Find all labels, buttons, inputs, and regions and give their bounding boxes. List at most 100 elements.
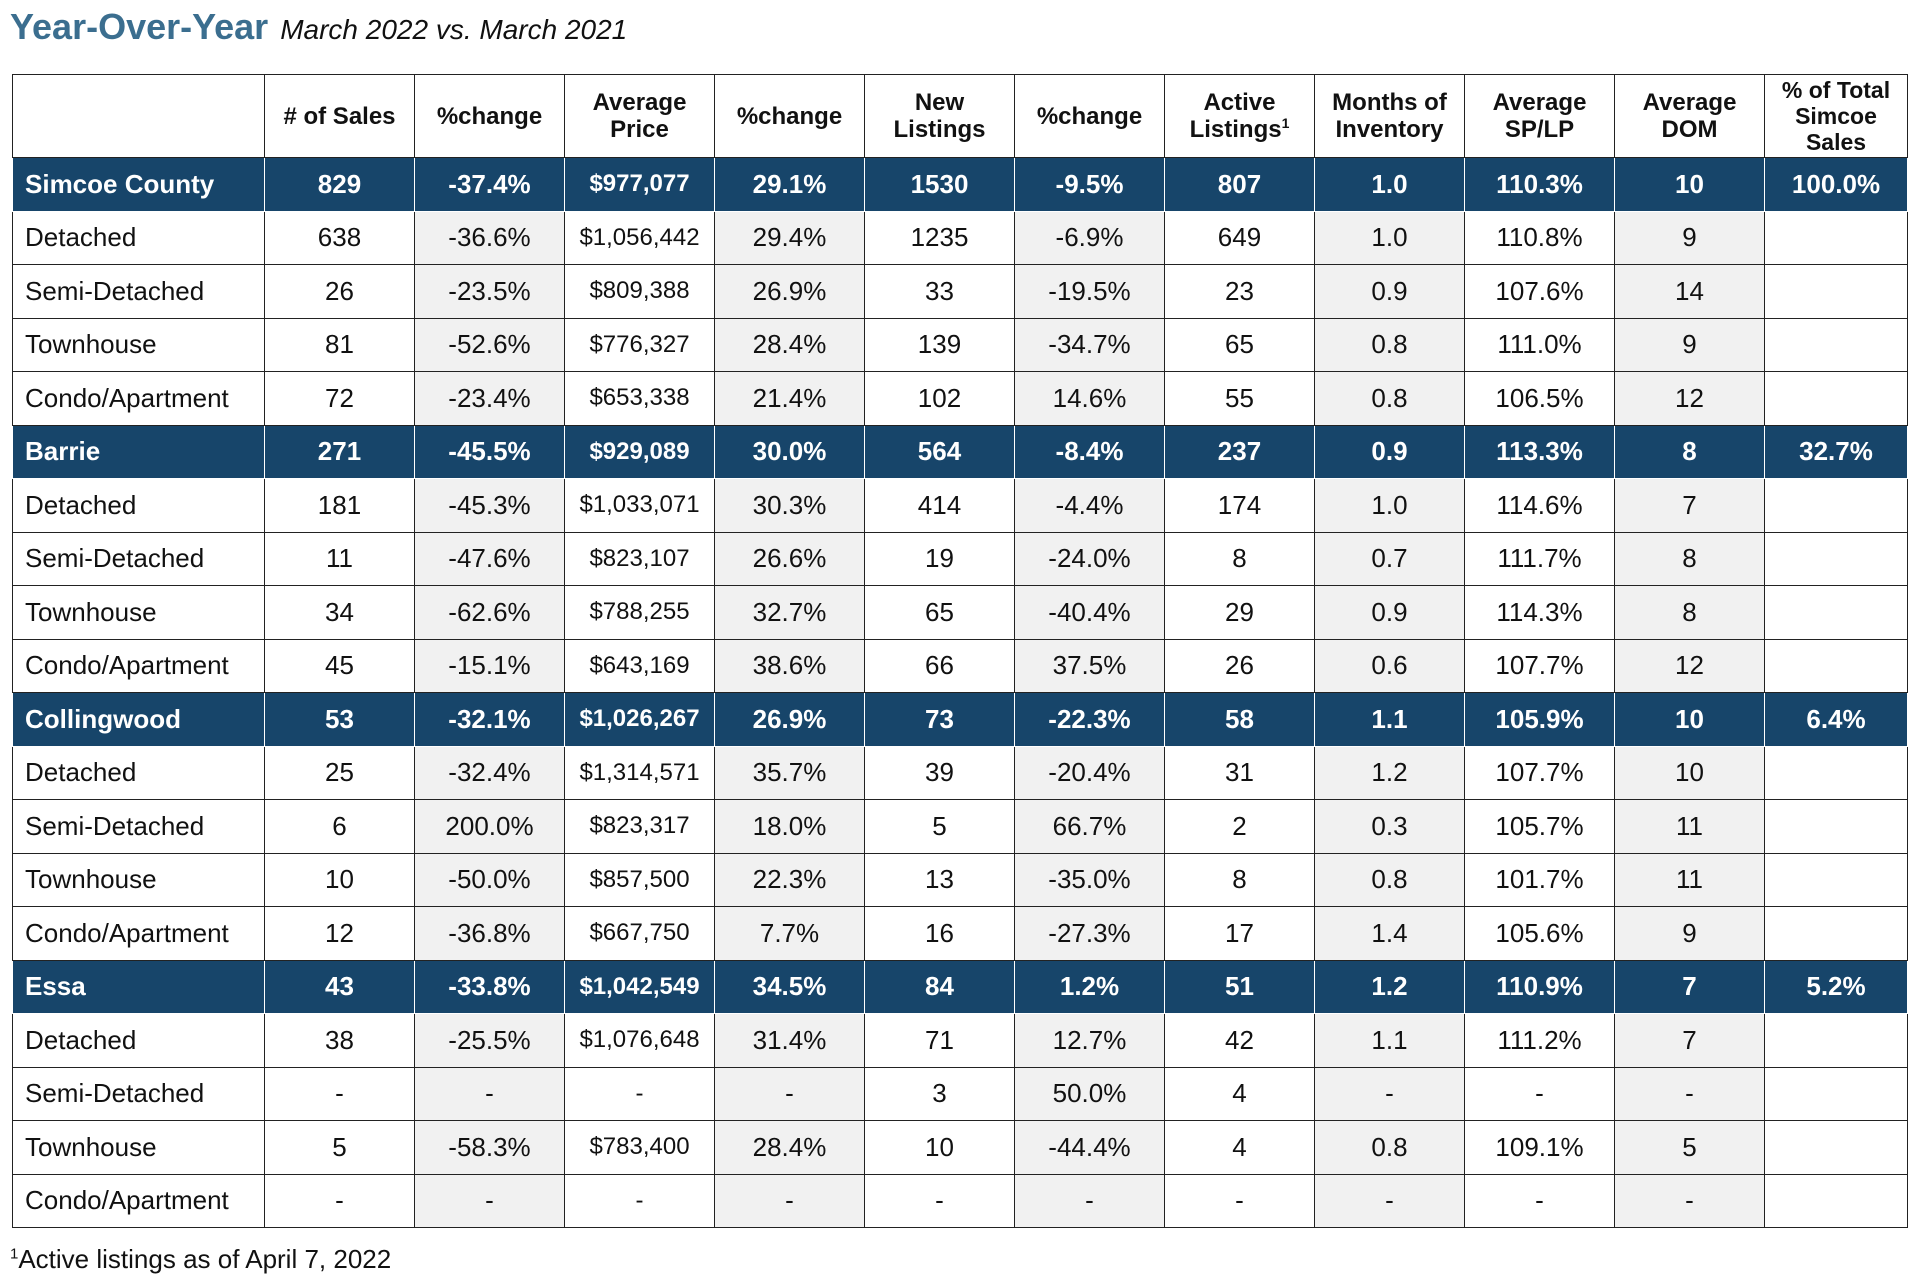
column-header-line: %change [736, 102, 843, 130]
region-row: Barrie 271 -45.5% $929,089 30.0% 564 -8.4% 237 0… [12, 424, 1908, 479]
table-cell: -32.4% [414, 745, 565, 800]
table-row: Detached 638 -36.6% $1,056,442 29.4% 1235 -6.9… [12, 210, 1908, 265]
row-label: Simcoe County [12, 157, 265, 212]
table-cell: 18.0% [714, 799, 865, 854]
table-cell: 26.9% [714, 692, 865, 747]
table-cell: 9 [1614, 317, 1765, 372]
table-cell: 174 [1164, 478, 1315, 533]
table-row: Condo/Apartment - - - - - - - - - - [12, 1173, 1908, 1228]
row-label: Detached [12, 745, 265, 800]
table-cell [1764, 1066, 1908, 1121]
table-cell: 1.2% [1014, 959, 1165, 1014]
table-cell: - [714, 1066, 865, 1121]
column-header-text: Listings [1189, 116, 1282, 143]
table-cell: 14 [1614, 264, 1765, 319]
table-cell: 181 [264, 478, 415, 533]
table-cell: 34.5% [714, 959, 865, 1014]
table-cell: 111.0% [1464, 317, 1615, 372]
table-cell: 32.7% [1764, 424, 1908, 479]
table-cell: 7.7% [714, 906, 865, 961]
table-cell: 65 [864, 585, 1015, 640]
table-cell: 73 [864, 692, 1015, 747]
table-cell: - [1314, 1173, 1465, 1228]
table-cell: 71 [864, 1013, 1015, 1068]
table-cell: 1.4 [1314, 906, 1465, 961]
table-cell [1764, 264, 1908, 319]
table-cell: 0.9 [1314, 424, 1465, 479]
row-label: Semi-Detached [12, 531, 265, 586]
table-cell: 1.0 [1314, 210, 1465, 265]
table-row: Detached 38 -25.5% $1,076,648 31.4% 71 12.7% 42… [12, 1013, 1908, 1068]
table-cell: 23 [1164, 264, 1315, 319]
table-cell: - [1464, 1066, 1615, 1121]
table-cell: 5.2% [1764, 959, 1908, 1014]
table-cell: 55 [1164, 371, 1315, 426]
table-cell: 1.1 [1314, 1013, 1465, 1068]
table-cell: $788,255 [564, 585, 715, 640]
table-cell: 38.6% [714, 638, 865, 693]
table-cell: -23.5% [414, 264, 565, 319]
row-label: Semi-Detached [12, 1066, 265, 1121]
table-cell: 12.7% [1014, 1013, 1165, 1068]
column-header-line: Inventory [1335, 116, 1444, 143]
table-cell: -22.3% [1014, 692, 1165, 747]
table-cell: 414 [864, 478, 1015, 533]
table-cell: 17 [1164, 906, 1315, 961]
column-header-line: New [914, 89, 965, 116]
table-cell: 109.1% [1464, 1120, 1615, 1175]
table-cell: - [864, 1173, 1015, 1228]
table-cell: 31.4% [714, 1013, 865, 1068]
column-header-line: Simcoe [1795, 103, 1877, 129]
table-cell: 105.6% [1464, 906, 1615, 961]
table-cell: -47.6% [414, 531, 565, 586]
column-header-line: DOM [1661, 116, 1718, 143]
table-row: Condo/Apartment 12 -36.8% $667,750 7.7% 16 -27… [12, 906, 1908, 961]
table-cell: 7 [1614, 959, 1765, 1014]
table-cell: 28.4% [714, 317, 865, 372]
table-cell: 7 [1614, 478, 1765, 533]
table-cell: 30.0% [714, 424, 865, 479]
table-cell: - [1614, 1066, 1765, 1121]
table-cell: 5 [864, 799, 1015, 854]
footnote-reference: 1 [1281, 115, 1290, 131]
table-cell: 10 [1614, 157, 1765, 212]
table-cell: 1530 [864, 157, 1015, 212]
table-cell: 14.6% [1014, 371, 1165, 426]
table-cell: 1.0 [1314, 478, 1465, 533]
header-row: # of Sales %change Average Price %change New L… [12, 74, 1908, 158]
table-cell: -37.4% [414, 157, 565, 212]
table-cell: 107.7% [1464, 638, 1615, 693]
table-cell: 0.6 [1314, 638, 1465, 693]
table-cell: 28.4% [714, 1120, 865, 1175]
table-row: Semi-Detached 26 -23.5% $809,388 26.9% 33 -19.… [12, 264, 1908, 319]
table-cell: -35.0% [1014, 852, 1165, 907]
row-label: Condo/Apartment [12, 371, 265, 426]
table-cell: 0.3 [1314, 799, 1465, 854]
table-cell: 29.4% [714, 210, 865, 265]
row-label: Townhouse [12, 585, 265, 640]
table-cell: 829 [264, 157, 415, 212]
table-cell [1764, 1173, 1908, 1228]
table-cell: 649 [1164, 210, 1315, 265]
table-cell: 10 [1614, 745, 1765, 800]
table-cell: 102 [864, 371, 1015, 426]
table-cell: -45.3% [414, 478, 565, 533]
table-cell: 106.5% [1464, 371, 1615, 426]
table-cell: 16 [864, 906, 1015, 961]
table-cell: 35.7% [714, 745, 865, 800]
table-cell: -58.3% [414, 1120, 565, 1175]
table-cell: - [264, 1066, 415, 1121]
table-cell: -36.6% [414, 210, 565, 265]
footnote-marker: 1 [10, 1245, 19, 1263]
row-label: Condo/Apartment [12, 906, 265, 961]
table-cell: 5 [1614, 1120, 1765, 1175]
row-label: Semi-Detached [12, 799, 265, 854]
column-header-line: Months of [1332, 89, 1447, 116]
table-cell: 81 [264, 317, 415, 372]
table-cell: 2 [1164, 799, 1315, 854]
table-header: # of Sales %change Average Price %change New L… [12, 74, 1908, 158]
table-cell: 1.0 [1314, 157, 1465, 212]
column-header-line: # of Sales [283, 102, 396, 130]
column-header-line: Sales [1805, 129, 1867, 155]
table-cell: - [1314, 1066, 1465, 1121]
